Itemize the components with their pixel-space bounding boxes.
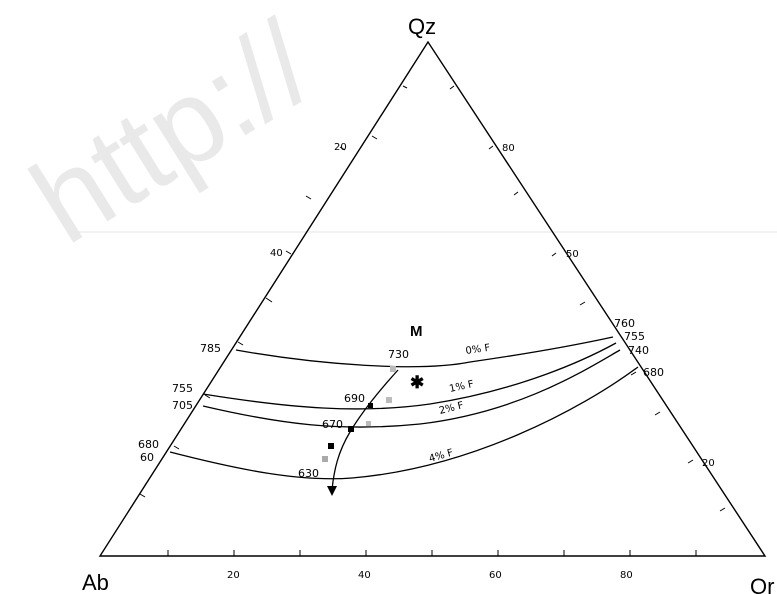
temp-center-690: 690 — [344, 392, 365, 405]
left-edge-ticks — [139, 85, 408, 498]
temp-left-755: 755 — [172, 382, 193, 395]
marker-square-3 — [368, 403, 373, 408]
bottom-edge-label-80: 80 — [620, 570, 633, 581]
right-edge-label-20: 20 — [702, 458, 715, 469]
bottom-edge-label-60: 60 — [489, 570, 502, 581]
temp-left-680: 680 — [138, 438, 159, 451]
point-label-m: M — [410, 323, 423, 340]
curve-4-percent-f — [169, 366, 639, 480]
marker-square-5 — [366, 421, 371, 426]
marker-square-2 — [386, 397, 392, 403]
watermark-text: http:// — [9, 0, 335, 269]
marker-square-6 — [328, 443, 334, 449]
temp-center-670: 670 — [322, 418, 343, 431]
cotectic-curves — [169, 336, 639, 491]
curve-0-percent-f — [235, 336, 614, 368]
vertex-label-qz: Qz — [408, 14, 436, 39]
vertex-label-or: Or — [750, 574, 774, 594]
temp-center-730: 730 — [388, 348, 409, 361]
path-arrow-icon — [327, 486, 337, 496]
bottom-edge-label-40: 40 — [358, 570, 371, 581]
curve-1-percent-f — [202, 342, 617, 410]
temp-right-760: 760 — [614, 317, 635, 330]
temp-right-680: 680 — [643, 366, 664, 379]
right-edge-label-50: 50 — [566, 249, 579, 260]
curve-label-0-percent-f: 0% F — [465, 343, 491, 357]
temp-right-740: 740 — [628, 344, 649, 357]
vertex-label-ab: Ab — [82, 570, 109, 594]
temp-left-60: 60 — [140, 451, 154, 464]
curve-label-2-percent-f: 2% F — [438, 400, 465, 417]
asterisk-marker-icon: ✱ — [410, 373, 424, 392]
marker-square-4 — [348, 426, 354, 432]
curve-label-1-percent-f: 1% F — [448, 379, 475, 395]
right-edge-ticks — [449, 85, 726, 512]
bottom-edge-label-20: 20 — [227, 570, 240, 581]
temp-left-785: 785 — [200, 342, 221, 355]
curve-2-percent-f — [202, 349, 621, 428]
temp-right-755: 755 — [624, 330, 645, 343]
marker-square-7 — [322, 456, 328, 462]
temp-left-705: 705 — [172, 399, 193, 412]
left-edge-label-40: 40 — [270, 248, 283, 259]
temp-center-630: 630 — [298, 467, 319, 480]
right-edge-label-80: 80 — [502, 143, 515, 154]
left-edge-label-20: 20 — [334, 142, 347, 153]
bottom-edge-ticks — [167, 550, 697, 556]
marker-square-1 — [390, 366, 396, 372]
